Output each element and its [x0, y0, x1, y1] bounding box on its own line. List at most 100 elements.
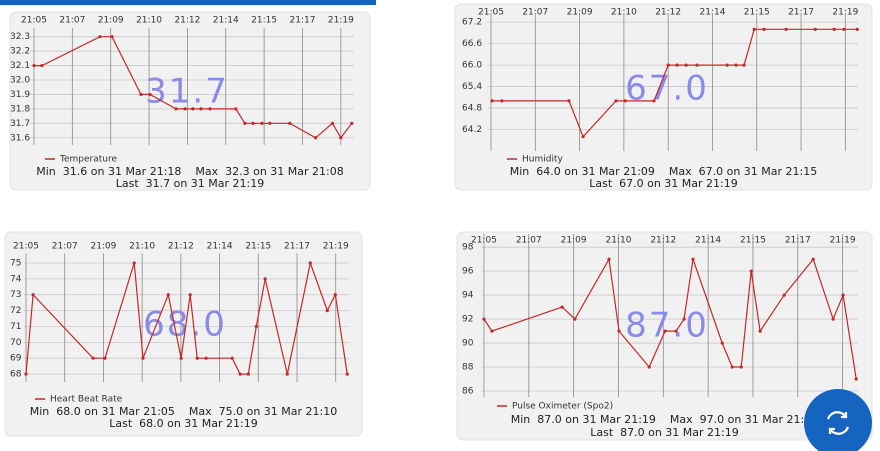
data-point: [195, 356, 199, 360]
y-tick-label: 31.6: [10, 133, 30, 143]
data-point: [263, 277, 267, 281]
legend-label: Pulse Oximeter (Spo2): [512, 402, 613, 412]
data-point: [832, 27, 836, 31]
legend-label: Heart Beat Rate: [50, 395, 123, 405]
data-point: [663, 329, 667, 333]
x-tick-label: 21:17: [284, 242, 310, 252]
y-tick-label: 31.9: [10, 90, 30, 100]
data-point: [842, 27, 846, 31]
data-point: [573, 317, 577, 321]
y-tick-label: 86: [462, 387, 474, 397]
data-point: [684, 63, 688, 67]
x-tick-label: 21:05: [13, 242, 39, 252]
data-point: [739, 365, 743, 369]
data-point: [188, 293, 192, 297]
data-point: [32, 63, 36, 68]
y-tick-label: 73: [10, 290, 21, 300]
data-point: [308, 261, 312, 265]
data-point: [330, 121, 335, 125]
x-tick-label: 21:10: [611, 8, 637, 18]
x-tick-label: 21:10: [136, 16, 162, 26]
legend-label: Humidity: [522, 155, 563, 165]
data-point: [350, 121, 354, 125]
data-point: [682, 317, 686, 321]
data-point: [234, 107, 238, 111]
x-tick-label: 21:15: [245, 242, 271, 252]
x-tick-label: 21:15: [251, 16, 277, 26]
y-tick-label: 96: [462, 267, 474, 277]
y-tick-label: 94: [462, 291, 474, 301]
data-point: [166, 293, 170, 297]
data-point: [811, 257, 815, 261]
y-tick-label: 66.0: [462, 61, 482, 71]
data-point: [91, 356, 95, 360]
x-tick-label: 21:19: [328, 16, 354, 26]
data-point: [813, 27, 817, 31]
data-point: [614, 99, 618, 103]
data-point: [254, 324, 258, 329]
data-point: [325, 309, 329, 313]
y-tick-label: 31.7: [10, 119, 30, 129]
card: [454, 3, 873, 191]
data-point: [854, 377, 858, 381]
data-point: [40, 63, 44, 68]
data-point: [762, 27, 766, 31]
stats-last: Last 68.0 on 31 Mar 21:19: [109, 417, 258, 430]
fab[interactable]: [804, 389, 872, 451]
data-point: [784, 27, 788, 31]
data-point: [285, 372, 289, 376]
x-tick-label: 21:07: [59, 16, 85, 26]
y-tick-label: 31.8: [10, 104, 30, 114]
y-tick-label: 64.2: [462, 125, 482, 135]
y-tick-label: 75: [10, 259, 21, 269]
data-point: [758, 329, 762, 333]
data-point: [652, 99, 656, 103]
data-point: [238, 372, 242, 376]
data-point: [482, 317, 486, 321]
data-point: [674, 329, 678, 333]
y-tick-label: 68: [10, 370, 22, 380]
legend-label: Temperature: [59, 155, 117, 165]
x-tick-label: 21:12: [168, 242, 194, 252]
data-point: [345, 372, 349, 376]
data-point: [208, 107, 212, 111]
x-tick-label: 21:10: [129, 242, 155, 252]
y-tick-label: 72: [10, 306, 21, 316]
card: [456, 231, 873, 441]
x-tick-label: 21:09: [567, 8, 593, 18]
y-tick-label: 66.6: [462, 39, 482, 49]
x-tick-label: 21:07: [52, 242, 78, 252]
data-point: [725, 63, 729, 67]
current-value: 87.0: [625, 306, 709, 346]
data-point: [647, 365, 651, 369]
data-point: [339, 136, 343, 140]
x-tick-label: 21:12: [655, 8, 681, 18]
data-point: [752, 27, 756, 31]
data-point: [607, 257, 611, 261]
y-tick-label: 70: [10, 338, 22, 348]
data-point: [720, 341, 724, 345]
y-tick-label: 64.8: [462, 104, 482, 114]
stats-min-max: Min 31.6 on 31 Mar 21:18 Max 32.3 on 31 …: [36, 165, 344, 178]
charts: 31.6 31.7 31.8 31.9 32.0 32.1 32.2 32.3 21:05 21:…: [4, 3, 873, 441]
x-tick-label: 21:19: [323, 242, 349, 252]
y-tick-label: 67.2: [462, 18, 482, 28]
x-tick-label: 21:15: [740, 236, 766, 246]
data-point: [567, 99, 571, 103]
x-tick-label: 21:17: [785, 236, 811, 246]
x-tick-label: 21:07: [516, 236, 542, 246]
refresh-button[interactable]: [804, 389, 872, 451]
data-point: [24, 372, 28, 376]
data-point: [141, 356, 145, 360]
y-tick-label: 69: [10, 354, 22, 364]
data-point: [490, 99, 494, 103]
y-tick-label: 98: [462, 243, 474, 253]
y-tick-label: 88: [462, 363, 474, 373]
data-point: [841, 293, 845, 297]
data-point: [179, 356, 183, 360]
data-point: [139, 92, 143, 97]
x-tick-label: 21:14: [695, 236, 721, 246]
data-point: [204, 356, 208, 360]
stats-last: Last 67.0 on 31 Mar 21:19: [589, 177, 738, 190]
